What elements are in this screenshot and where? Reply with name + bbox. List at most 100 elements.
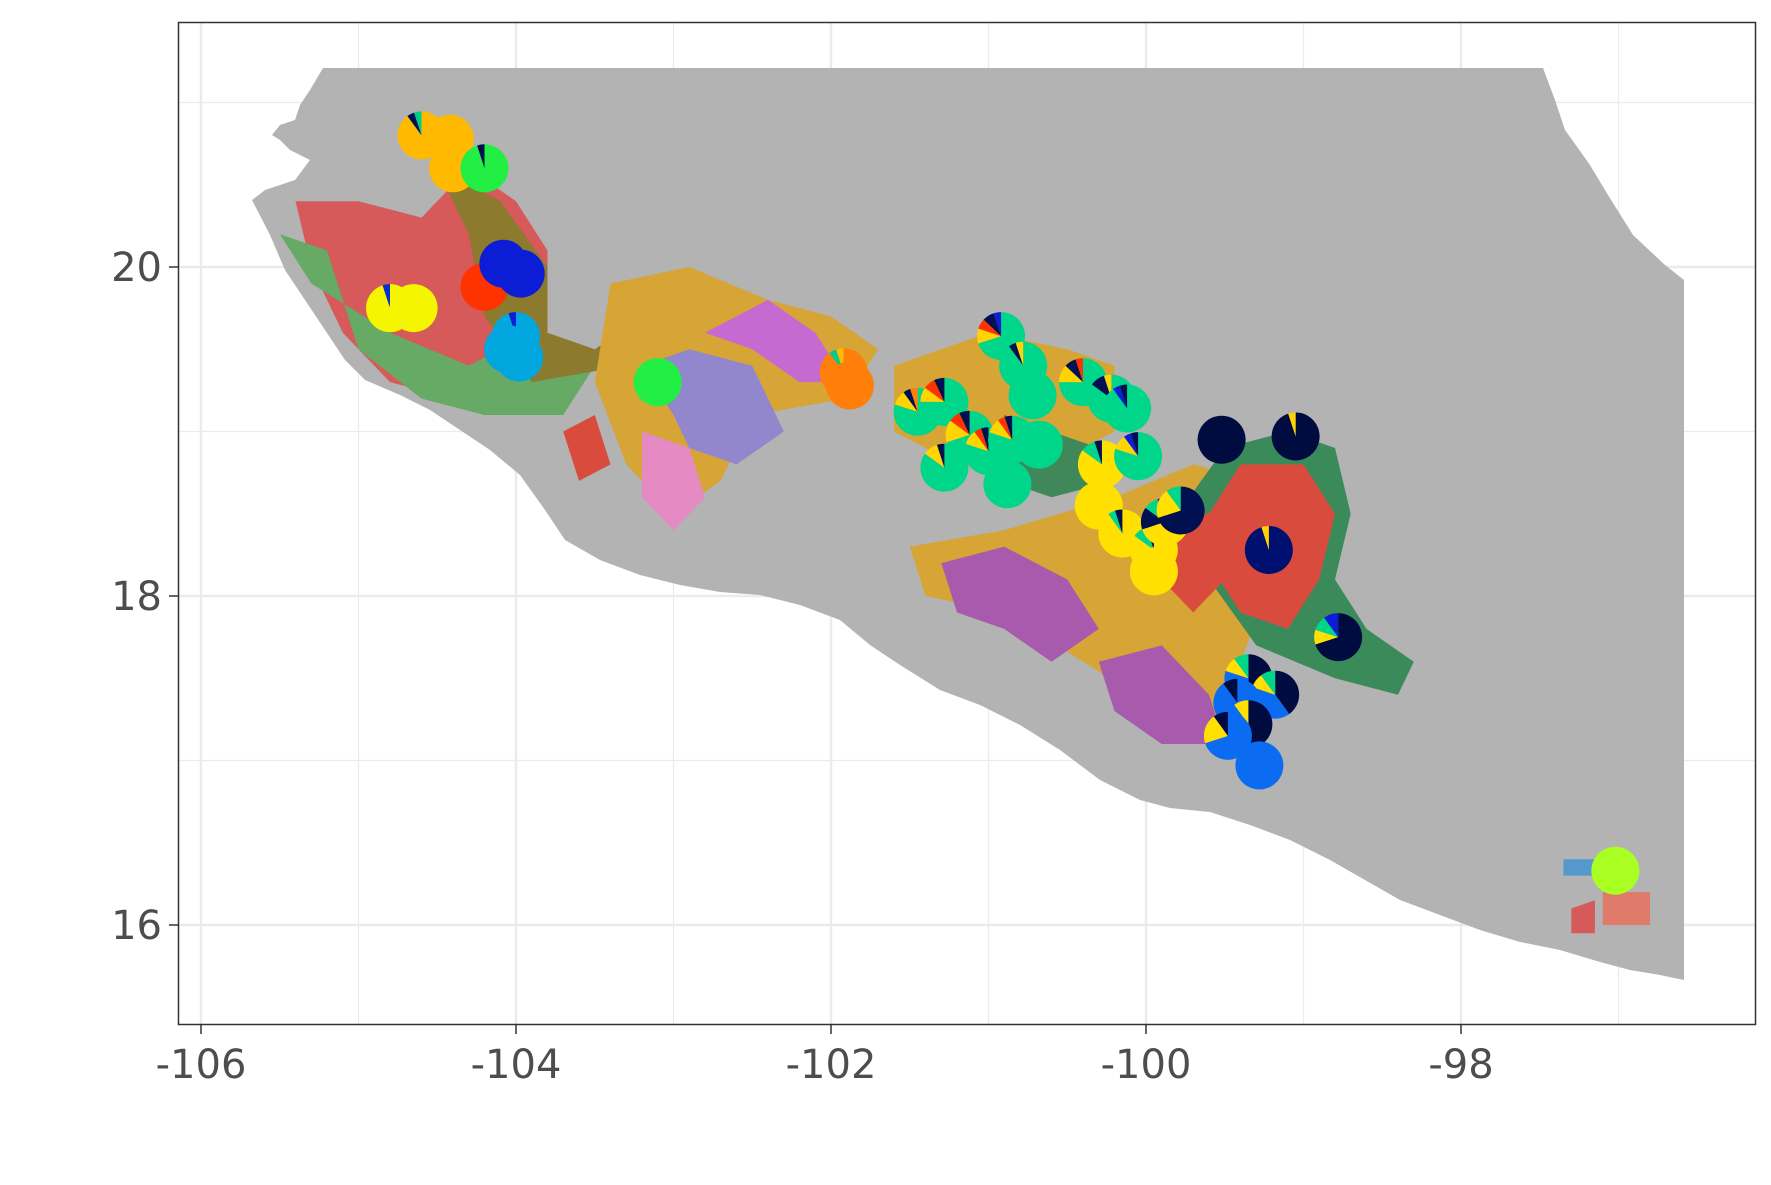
pie-slice xyxy=(1235,741,1284,790)
pie-slice xyxy=(989,420,1013,440)
axes: -106 -104 -102 -100 -98 16 18 20 xyxy=(111,245,1494,1088)
pie-slice xyxy=(1203,716,1228,744)
pie-slice xyxy=(920,443,969,492)
pie-slice xyxy=(924,380,945,402)
pie-slice xyxy=(1103,384,1152,433)
x-tick-label: -104 xyxy=(471,1042,562,1088)
pie-25 xyxy=(1014,420,1063,469)
pie-slice xyxy=(903,388,918,412)
pie-slice xyxy=(407,112,422,136)
pie-slice xyxy=(1075,358,1083,383)
pie-slice xyxy=(1324,613,1339,638)
pie-4 xyxy=(460,144,509,193)
pie-29 xyxy=(1103,384,1152,433)
pie-slice xyxy=(950,413,970,435)
pie-slice xyxy=(1252,675,1276,695)
pie-slice xyxy=(993,312,1002,337)
pie-slice xyxy=(1119,384,1128,409)
pie-slice xyxy=(1077,440,1126,489)
pie-slice xyxy=(974,428,989,452)
pie-slice xyxy=(920,387,945,402)
pie-6 xyxy=(389,284,438,333)
pie-slice xyxy=(1115,436,1139,457)
pie-slice xyxy=(1244,525,1293,574)
pie-46 xyxy=(1203,711,1252,760)
pie-slice xyxy=(1112,385,1128,409)
pie-slice xyxy=(382,284,390,309)
pie-slice xyxy=(936,443,945,468)
pie-slice xyxy=(977,328,1002,344)
pie-slice xyxy=(1223,678,1238,703)
pie-26 xyxy=(983,460,1032,509)
x-tick-label: -100 xyxy=(1101,1042,1192,1088)
pie-36 xyxy=(1156,486,1205,535)
y-tick-label: 16 xyxy=(111,903,162,949)
pie-slice xyxy=(1082,441,1102,465)
pie-slice xyxy=(1059,365,1083,383)
x-tick-label: -102 xyxy=(786,1042,877,1088)
pie-slice xyxy=(1134,527,1154,550)
pie-slice xyxy=(414,111,422,136)
pie-15 xyxy=(825,361,874,410)
pie-13 xyxy=(633,358,682,407)
pie-slice xyxy=(1124,433,1139,457)
region-r7 xyxy=(705,299,847,383)
region-r19 xyxy=(1563,859,1595,876)
pie-slice xyxy=(1129,547,1178,596)
pie-slice xyxy=(825,361,874,410)
pie-slice xyxy=(1213,711,1228,736)
pie-slice xyxy=(945,420,970,443)
pie-slice xyxy=(934,377,945,402)
pie-slice xyxy=(1261,525,1269,550)
pie-slice xyxy=(1275,670,1300,715)
pie-38 xyxy=(1197,415,1246,464)
pie-slice xyxy=(981,427,989,452)
pie-12 xyxy=(495,333,544,382)
pie-31 xyxy=(1114,432,1163,481)
pie-slice xyxy=(1015,341,1024,366)
pie-slice xyxy=(460,144,509,193)
region-r6 xyxy=(642,431,705,531)
pie-slice xyxy=(1014,420,1063,469)
x-tick-label: -98 xyxy=(1428,1042,1493,1088)
pie-slice xyxy=(633,358,682,407)
region-r12 xyxy=(1098,645,1225,744)
panel-border xyxy=(177,21,1757,1026)
pie-slice xyxy=(479,239,528,288)
pie-slice xyxy=(1091,375,1112,399)
pie-slice xyxy=(983,460,1032,509)
pie-slice xyxy=(1009,342,1024,366)
region-r18 xyxy=(1571,900,1595,934)
y-tick-label: 18 xyxy=(111,574,162,620)
pie-20 xyxy=(920,377,969,426)
pie-18 xyxy=(1008,371,1057,420)
pie-slice xyxy=(978,319,1002,337)
pie-slice xyxy=(1234,700,1249,725)
pie-slice xyxy=(1114,432,1163,481)
pie-37 xyxy=(1129,547,1178,596)
pie-slice xyxy=(1288,412,1296,437)
y-tick-label: 20 xyxy=(111,245,162,291)
pie-slice xyxy=(998,416,1013,440)
region-r16 xyxy=(563,415,611,481)
pie-slice xyxy=(1261,670,1276,695)
pie-slice xyxy=(1205,711,1252,760)
pie-slice xyxy=(1197,415,1246,464)
region-r11 xyxy=(941,546,1099,662)
pie-slice xyxy=(1166,486,1181,511)
pie-9 xyxy=(479,239,528,288)
pie-40 xyxy=(1244,525,1293,574)
pie-slice xyxy=(1094,440,1102,465)
pie-slice xyxy=(1065,359,1083,383)
region-r17 xyxy=(1602,892,1650,925)
pie-slice xyxy=(1234,654,1249,679)
x-tick-label: -106 xyxy=(156,1042,247,1088)
pie-47 xyxy=(1235,741,1284,790)
pie-slice xyxy=(1315,613,1363,662)
pie-23 xyxy=(920,443,969,492)
pies-layer xyxy=(365,111,1640,895)
pie-slice xyxy=(1108,510,1123,534)
pie-slice xyxy=(959,410,970,435)
